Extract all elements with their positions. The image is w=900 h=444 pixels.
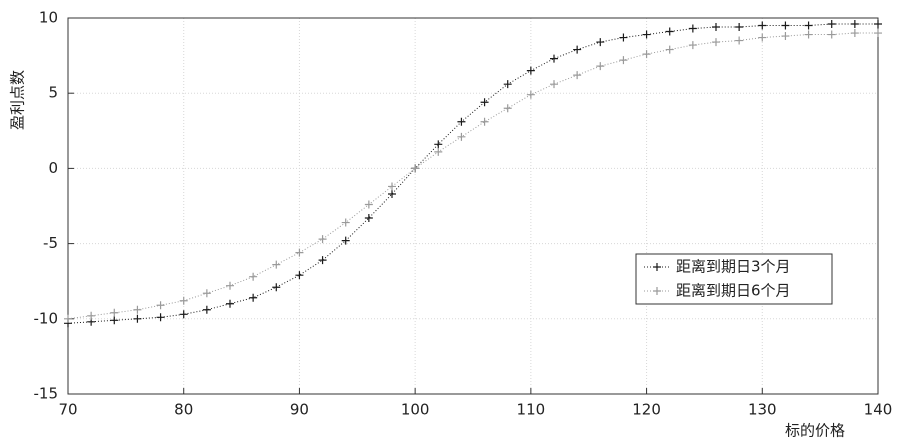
data-point <box>781 21 790 30</box>
y-tick-label: -5 <box>43 234 58 252</box>
data-point <box>341 218 350 227</box>
data-point <box>249 272 258 281</box>
data-point <box>226 281 234 290</box>
y-axis-label: 盈利点数 <box>9 70 27 130</box>
data-point <box>272 260 281 269</box>
data-point <box>110 308 119 317</box>
data-point <box>827 20 836 29</box>
x-tick-label: 130 <box>748 401 777 419</box>
data-point <box>318 256 327 265</box>
x-axis-label: 标的价格 <box>785 422 845 440</box>
data-point <box>341 236 350 245</box>
data-point <box>642 30 651 39</box>
data-point <box>688 41 697 50</box>
data-point <box>758 21 767 30</box>
legend-box <box>635 253 833 305</box>
data-point <box>642 50 651 59</box>
data-point <box>64 314 72 323</box>
data-point <box>526 66 535 75</box>
data-point <box>573 45 582 54</box>
x-tick-label: 140 <box>864 401 893 419</box>
data-point <box>550 54 558 63</box>
data-point <box>850 20 859 29</box>
data-point <box>712 38 720 47</box>
data-point <box>411 164 420 173</box>
data-point <box>850 29 859 38</box>
x-tick-label: 90 <box>290 401 309 419</box>
data-point <box>179 296 188 305</box>
data-point <box>434 147 443 156</box>
legend-marker <box>653 287 661 295</box>
data-point <box>110 316 119 325</box>
data-point <box>364 200 373 209</box>
y-tick-label: 0 <box>48 159 58 177</box>
data-point <box>480 117 489 126</box>
data-point <box>226 299 234 308</box>
data-point <box>596 62 605 71</box>
data-point <box>156 301 165 310</box>
data-point <box>249 293 258 302</box>
data-point <box>804 21 813 30</box>
data-point <box>179 310 188 319</box>
data-point <box>712 23 720 32</box>
data-point <box>133 314 142 323</box>
data-point <box>874 20 882 29</box>
data-point <box>434 140 443 149</box>
data-point <box>503 104 512 113</box>
data-point <box>457 117 466 126</box>
data-point <box>735 23 744 32</box>
data-point <box>295 271 304 280</box>
data-point <box>295 248 304 257</box>
x-tick-label: 80 <box>174 401 193 419</box>
legend-label: 距离到期日3个月 <box>676 258 791 276</box>
data-point <box>781 32 790 41</box>
data-point <box>573 71 582 80</box>
x-tick-label: 70 <box>58 401 77 419</box>
data-point <box>619 33 628 42</box>
data-point <box>758 33 767 42</box>
y-tick-label: -10 <box>34 309 59 327</box>
data-point <box>388 189 396 198</box>
data-point <box>87 311 96 320</box>
legend-label: 距离到期日6个月 <box>676 282 791 300</box>
plot-frame <box>67 17 879 395</box>
data-point <box>457 132 466 141</box>
x-tick-label: 110 <box>517 401 546 419</box>
data-point <box>596 38 605 47</box>
data-point <box>550 80 558 89</box>
data-point <box>202 289 211 298</box>
data-point <box>665 45 674 54</box>
data-point <box>619 56 628 65</box>
x-tick-label: 100 <box>401 401 430 419</box>
data-point <box>272 283 281 292</box>
data-point <box>665 27 674 36</box>
legend-marker <box>653 263 661 271</box>
data-point <box>688 24 697 33</box>
data-point <box>364 214 373 223</box>
data-point <box>735 36 744 45</box>
data-point <box>318 235 327 244</box>
data-point <box>156 313 165 322</box>
y-tick-label: -15 <box>34 385 59 403</box>
x-tick-label: 120 <box>632 401 661 419</box>
data-point <box>874 29 882 38</box>
y-tick-label: 5 <box>48 84 58 102</box>
data-point <box>480 98 489 107</box>
y-tick-label: 10 <box>39 9 58 27</box>
data-point <box>388 182 396 191</box>
data-point <box>804 30 813 39</box>
plot-area <box>68 18 878 394</box>
data-point <box>133 305 142 314</box>
data-point <box>526 90 535 99</box>
data-point <box>827 30 836 39</box>
data-point <box>202 305 211 314</box>
data-point <box>503 80 512 89</box>
